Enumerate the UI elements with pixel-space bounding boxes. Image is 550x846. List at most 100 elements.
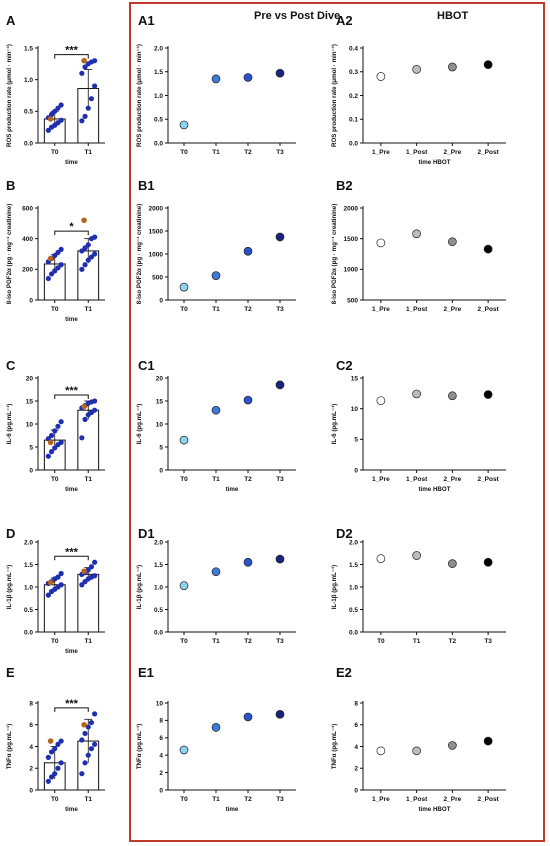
x-axis-label: time bbox=[65, 648, 78, 655]
data-point bbox=[179, 435, 189, 445]
y-tick-label: 600 bbox=[22, 205, 33, 212]
data-point bbox=[58, 262, 64, 268]
data-point bbox=[243, 246, 253, 256]
highlight-point bbox=[81, 568, 87, 575]
x-tick-label: T1 bbox=[212, 796, 220, 803]
data-point bbox=[243, 395, 253, 405]
y-tick-label: 0 bbox=[354, 467, 358, 474]
x-tick-label: T2 bbox=[244, 149, 252, 156]
y-axis-label: IL-6 (pg.mL⁻¹) bbox=[331, 404, 338, 445]
x-tick-label: T3 bbox=[276, 476, 284, 483]
highlight-point bbox=[81, 57, 87, 64]
data-point bbox=[92, 58, 98, 64]
x-tick-label: T3 bbox=[484, 638, 492, 645]
data-point bbox=[179, 282, 189, 292]
data-point bbox=[58, 760, 64, 766]
data-point bbox=[48, 774, 55, 780]
data-point bbox=[85, 242, 91, 248]
data-point bbox=[448, 391, 457, 401]
x-tick-label: 1_Post bbox=[406, 306, 428, 313]
y-tick-label: 500 bbox=[152, 274, 163, 281]
data-point bbox=[58, 439, 64, 445]
data-point bbox=[92, 559, 98, 565]
y-tick-label: 0.5 bbox=[154, 117, 163, 124]
x-tick-label: T0 bbox=[51, 796, 59, 803]
data-point bbox=[79, 435, 85, 441]
y-tick-label: 5 bbox=[29, 444, 33, 451]
data-point bbox=[85, 567, 91, 573]
data-point bbox=[85, 105, 91, 111]
data-point bbox=[82, 113, 88, 119]
y-tick-label: 1.5 bbox=[24, 45, 33, 52]
y-axis-label: IL-6 (pg.mL⁻¹) bbox=[136, 404, 143, 445]
y-tick-label: 4 bbox=[354, 744, 358, 751]
y-tick-label: 0 bbox=[354, 787, 358, 794]
data-point bbox=[243, 557, 253, 567]
y-tick-label: 1.0 bbox=[154, 93, 163, 100]
panel-letter-c1: C1 bbox=[138, 358, 155, 373]
y-tick-label: 20 bbox=[26, 375, 34, 382]
data-point bbox=[211, 723, 221, 732]
y-axis-label: IL-1β (pg.mL⁻¹) bbox=[331, 565, 338, 610]
chart-a1: A1 0.0 0.5 1.0 1.5 2.0 T0 T1 T2 T3 ROS production … bbox=[136, 13, 296, 156]
charts-layer: A 0.0 0.5 1.0 1.5 T0 T1 time ROS production rate… bbox=[6, 13, 506, 813]
chart-a2: A2 0.0 0.1 0.2 0.3 0.4 1_Pre 1_Post 2_Pre 2_Postt… bbox=[331, 13, 506, 166]
y-tick-label: 1.5 bbox=[24, 562, 33, 569]
x-tick-label: 1_Pre bbox=[372, 149, 390, 156]
panel-letter-a1: A1 bbox=[138, 13, 155, 28]
x-tick-label: T3 bbox=[276, 306, 284, 313]
x-tick-label: T3 bbox=[276, 149, 284, 156]
data-point bbox=[82, 760, 88, 766]
data-point bbox=[275, 709, 285, 719]
y-tick-label: 0 bbox=[29, 297, 33, 304]
x-tick-label: T1 bbox=[212, 476, 220, 483]
y-tick-label: 10 bbox=[156, 700, 164, 707]
y-tick-label: 0 bbox=[159, 467, 163, 474]
x-tick-label: T0 bbox=[51, 638, 59, 645]
data-point bbox=[55, 741, 61, 747]
y-tick-label: 2 bbox=[159, 770, 163, 777]
significance-stars: *** bbox=[65, 698, 79, 710]
x-axis-label: time bbox=[65, 486, 78, 493]
y-tick-label: 2.0 bbox=[154, 539, 163, 546]
chart-d2: D2 0.0 0.5 1.0 1.5 2.0 T0 T1 T2 T3 IL-1β (pg.mL⁻¹) bbox=[331, 526, 506, 645]
y-tick-label: 4 bbox=[29, 744, 33, 751]
data-point bbox=[412, 65, 421, 74]
data-point bbox=[211, 405, 221, 415]
x-axis-label: time bbox=[226, 806, 239, 813]
x-tick-label: 2_Post bbox=[477, 306, 499, 313]
y-tick-label: 2000 bbox=[344, 205, 359, 212]
x-tick-label: 1_Post bbox=[406, 796, 428, 803]
y-tick-label: 2 bbox=[29, 766, 33, 773]
x-tick-label: T1 bbox=[84, 306, 92, 313]
y-tick-label: 8 bbox=[354, 700, 358, 707]
data-point bbox=[92, 407, 98, 413]
y-tick-label: 2.0 bbox=[349, 539, 358, 546]
x-tick-label: T0 bbox=[51, 476, 59, 483]
y-axis-label: TNFα (pg.mL⁻¹) bbox=[331, 724, 338, 770]
y-tick-label: 0.0 bbox=[349, 140, 358, 147]
y-tick-label: 2000 bbox=[149, 205, 164, 212]
y-tick-label: 0.0 bbox=[154, 629, 163, 636]
data-point bbox=[48, 111, 55, 118]
data-point bbox=[412, 229, 421, 239]
panel-letter-d: D bbox=[6, 526, 15, 541]
y-tick-label: 10 bbox=[351, 406, 359, 413]
data-point bbox=[45, 592, 51, 598]
data-point bbox=[88, 564, 95, 570]
y-tick-label: 0 bbox=[159, 787, 163, 794]
chart-e: E 0 2 4 6 8 T0 T1 time TNFα (pg.mL⁻¹) *** bbox=[6, 665, 105, 813]
data-point bbox=[243, 712, 253, 722]
data-point bbox=[82, 262, 88, 268]
y-tick-label: 8 bbox=[159, 718, 163, 725]
x-tick-label: T3 bbox=[276, 638, 284, 645]
highlight-point bbox=[81, 217, 87, 224]
x-tick-label: T1 bbox=[212, 149, 220, 156]
significance-stars: *** bbox=[65, 546, 79, 558]
data-point bbox=[376, 554, 386, 564]
data-point bbox=[45, 453, 51, 459]
x-tick-label: T0 bbox=[180, 306, 188, 313]
y-tick-label: 1.0 bbox=[154, 584, 163, 591]
chart-d: D 0.0 0.5 1.0 1.5 2.0 T0 T1 time IL-1β (pg.mL⁻¹) *… bbox=[6, 526, 105, 655]
y-tick-label: 1500 bbox=[344, 236, 359, 243]
